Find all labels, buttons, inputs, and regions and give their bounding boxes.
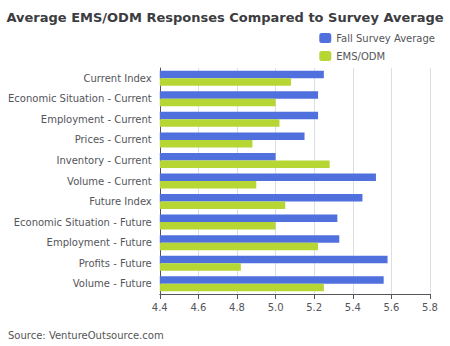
svg-text:5.0: 5.0: [268, 302, 284, 313]
svg-text:Source: VentureOutsource.com: Source: VentureOutsource.com: [8, 330, 164, 341]
svg-text:Prices - Current: Prices - Current: [75, 134, 152, 145]
svg-text:Future Index: Future Index: [89, 196, 152, 207]
svg-text:5.4: 5.4: [345, 302, 361, 313]
svg-text:5.2: 5.2: [306, 302, 322, 313]
svg-text:Employment - Future: Employment - Future: [47, 237, 152, 248]
svg-text:5.6: 5.6: [383, 302, 399, 313]
svg-text:4.8: 4.8: [229, 302, 245, 313]
svg-text:4.4: 4.4: [152, 302, 168, 313]
svg-text:Average EMS/ODM Responses Comp: Average EMS/ODM Responses Compared to Su…: [6, 10, 443, 25]
svg-text:Fall Survey Average: Fall Survey Average: [336, 33, 435, 44]
svg-text:EMS/ODM: EMS/ODM: [336, 51, 385, 62]
svg-text:Current Index: Current Index: [83, 73, 151, 84]
svg-text:Volume - Future: Volume - Future: [73, 278, 152, 289]
svg-text:4.6: 4.6: [190, 302, 206, 313]
svg-text:Volume - Current: Volume - Current: [67, 176, 152, 187]
svg-text:Inventory - Current: Inventory - Current: [56, 155, 151, 166]
svg-text:5.8: 5.8: [422, 302, 438, 313]
svg-text:Economic Situation - Future: Economic Situation - Future: [14, 217, 152, 228]
svg-text:Employment - Current: Employment - Current: [41, 114, 152, 125]
svg-text:Economic Situation - Current: Economic Situation - Current: [8, 93, 152, 104]
svg-text:Profits - Future: Profits - Future: [79, 258, 152, 269]
